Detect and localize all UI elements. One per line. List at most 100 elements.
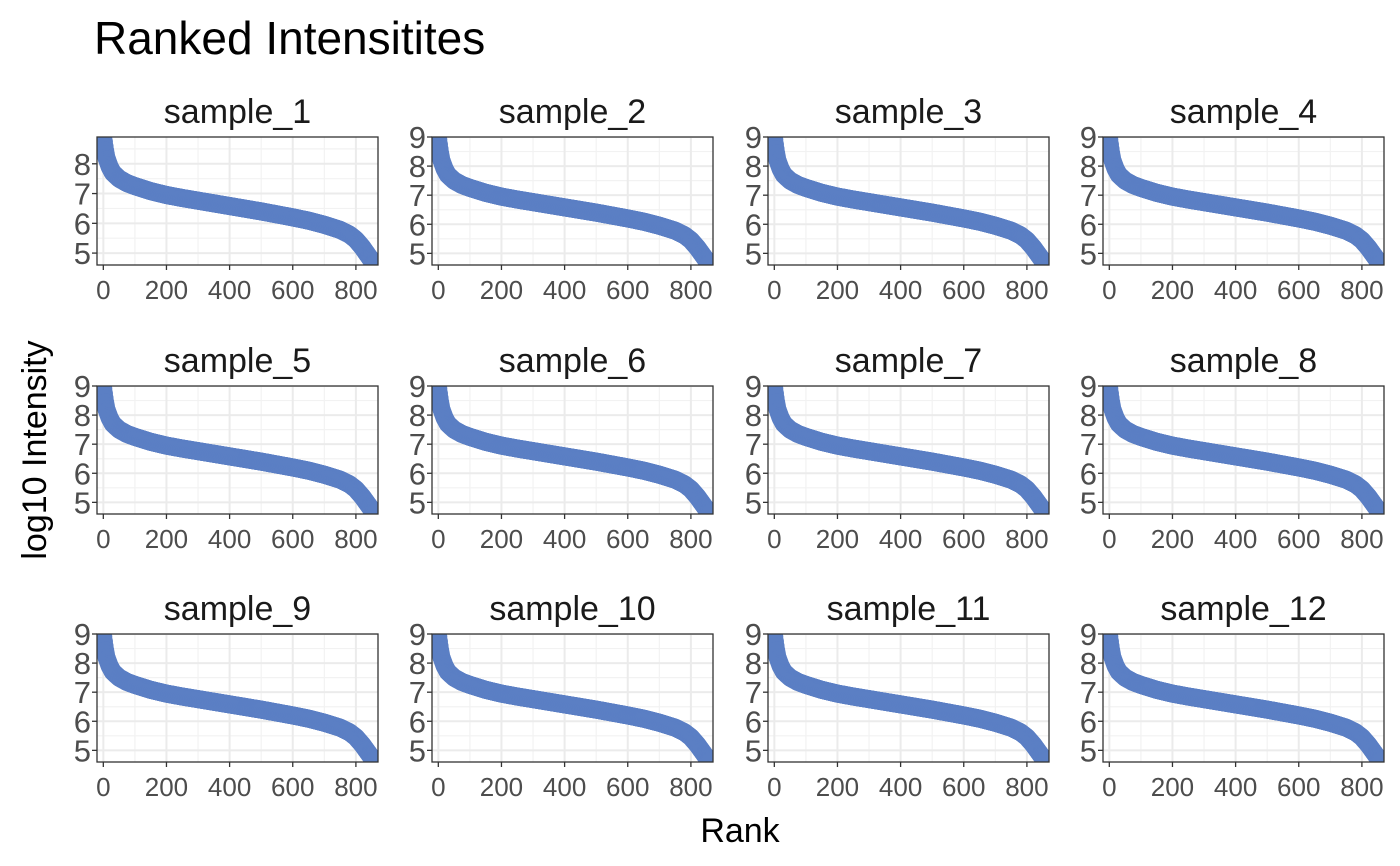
y-axis-title: log10 Intensity (16, 340, 54, 559)
facet-strip-label: sample_7 (835, 342, 982, 380)
x-tick-label: 0 (1102, 524, 1116, 554)
x-tick-label: 0 (431, 772, 445, 802)
x-tick-label: 0 (96, 275, 110, 305)
x-tick-label: 600 (606, 772, 649, 802)
data-points (432, 386, 713, 514)
facet-strip-label: sample_1 (164, 93, 311, 131)
y-tick-label: 5 (409, 733, 426, 768)
x-tick-label: 400 (879, 524, 922, 554)
data-point (1371, 505, 1384, 514)
x-tick-label: 800 (334, 772, 377, 802)
y-tick-label: 9 (745, 120, 762, 155)
facet-strip-label: sample_9 (164, 590, 311, 628)
y-tick-label: 5 (409, 236, 426, 271)
x-tick-label: 200 (145, 772, 188, 802)
x-tick-label: 600 (942, 275, 985, 305)
x-tick-label: 800 (1340, 524, 1383, 554)
x-tick-label: 800 (1005, 524, 1048, 554)
y-tick-label: 7 (745, 427, 762, 462)
y-tick-label: 8 (409, 398, 426, 433)
x-tick-label: 400 (1214, 524, 1257, 554)
y-tick-label: 7 (74, 427, 91, 462)
data-points (768, 634, 1049, 762)
y-tick-label: 7 (1080, 427, 1097, 462)
x-tick-label: 800 (334, 524, 377, 554)
panel-border (96, 633, 379, 763)
facet-strip-label: sample_5 (164, 342, 311, 380)
y-tick-label: 7 (74, 675, 91, 710)
x-tick-label: 200 (480, 524, 523, 554)
data-point (365, 256, 378, 265)
y-tick-label: 9 (409, 369, 426, 404)
x-tick-label: 800 (669, 524, 712, 554)
x-tick-label: 200 (145, 524, 188, 554)
data-points (1103, 137, 1384, 265)
data-point (700, 753, 713, 762)
x-tick-label: 0 (1102, 275, 1116, 305)
data-points (432, 634, 713, 762)
y-tick-label: 8 (1080, 398, 1097, 433)
data-point (365, 753, 378, 762)
chart-title: Ranked Intensitites (94, 12, 485, 64)
x-tick-label: 600 (942, 524, 985, 554)
y-tick-label: 7 (409, 427, 426, 462)
x-tick-label: 800 (669, 275, 712, 305)
y-tick-label: 5 (1080, 485, 1097, 520)
y-tick-label: 7 (409, 178, 426, 213)
y-tick-label: 6 (409, 704, 426, 739)
data-point (700, 256, 713, 265)
x-tick-label: 200 (1151, 275, 1194, 305)
data-points (97, 386, 378, 514)
y-tick-label: 7 (1080, 178, 1097, 213)
x-tick-label: 200 (145, 275, 188, 305)
x-tick-label: 400 (879, 275, 922, 305)
y-tick-label: 5 (745, 485, 762, 520)
data-points (1103, 386, 1384, 514)
facet-strip-label: sample_11 (827, 590, 991, 628)
y-tick-label: 6 (1080, 207, 1097, 242)
x-tick-label: 800 (669, 772, 712, 802)
x-tick-label: 800 (334, 275, 377, 305)
x-tick-label: 800 (1005, 275, 1048, 305)
facet-strip-label: sample_6 (499, 342, 646, 380)
y-tick-label: 8 (74, 398, 91, 433)
x-tick-label: 200 (480, 275, 523, 305)
x-tick-label: 600 (271, 524, 314, 554)
y-tick-label: 6 (74, 456, 91, 491)
y-tick-label: 7 (409, 675, 426, 710)
x-tick-label: 0 (96, 524, 110, 554)
facet-strip-label: sample_10 (489, 590, 655, 628)
y-tick-label: 9 (409, 617, 426, 652)
y-tick-label: 9 (1080, 369, 1097, 404)
panel-border (767, 136, 1050, 266)
x-tick-label: 200 (1151, 524, 1194, 554)
y-tick-label: 9 (745, 369, 762, 404)
x-tick-label: 400 (208, 275, 251, 305)
data-point (365, 505, 378, 514)
x-tick-label: 600 (271, 772, 314, 802)
y-tick-label: 5 (74, 485, 91, 520)
x-tick-label: 600 (271, 275, 314, 305)
facet-strip-label: sample_8 (1170, 342, 1317, 380)
y-tick-label: 9 (74, 369, 91, 404)
x-tick-label: 800 (1340, 275, 1383, 305)
y-tick-label: 5 (1080, 236, 1097, 271)
y-tick-label: 5 (745, 236, 762, 271)
y-tick-label: 5 (409, 485, 426, 520)
data-point (1036, 256, 1049, 265)
data-points (97, 137, 378, 265)
y-tick-label: 6 (745, 456, 762, 491)
y-tick-label: 6 (1080, 456, 1097, 491)
x-tick-label: 0 (431, 275, 445, 305)
panel-border (1102, 136, 1385, 266)
x-tick-label: 0 (767, 524, 781, 554)
data-point (1371, 256, 1384, 265)
y-tick-label: 6 (745, 207, 762, 242)
